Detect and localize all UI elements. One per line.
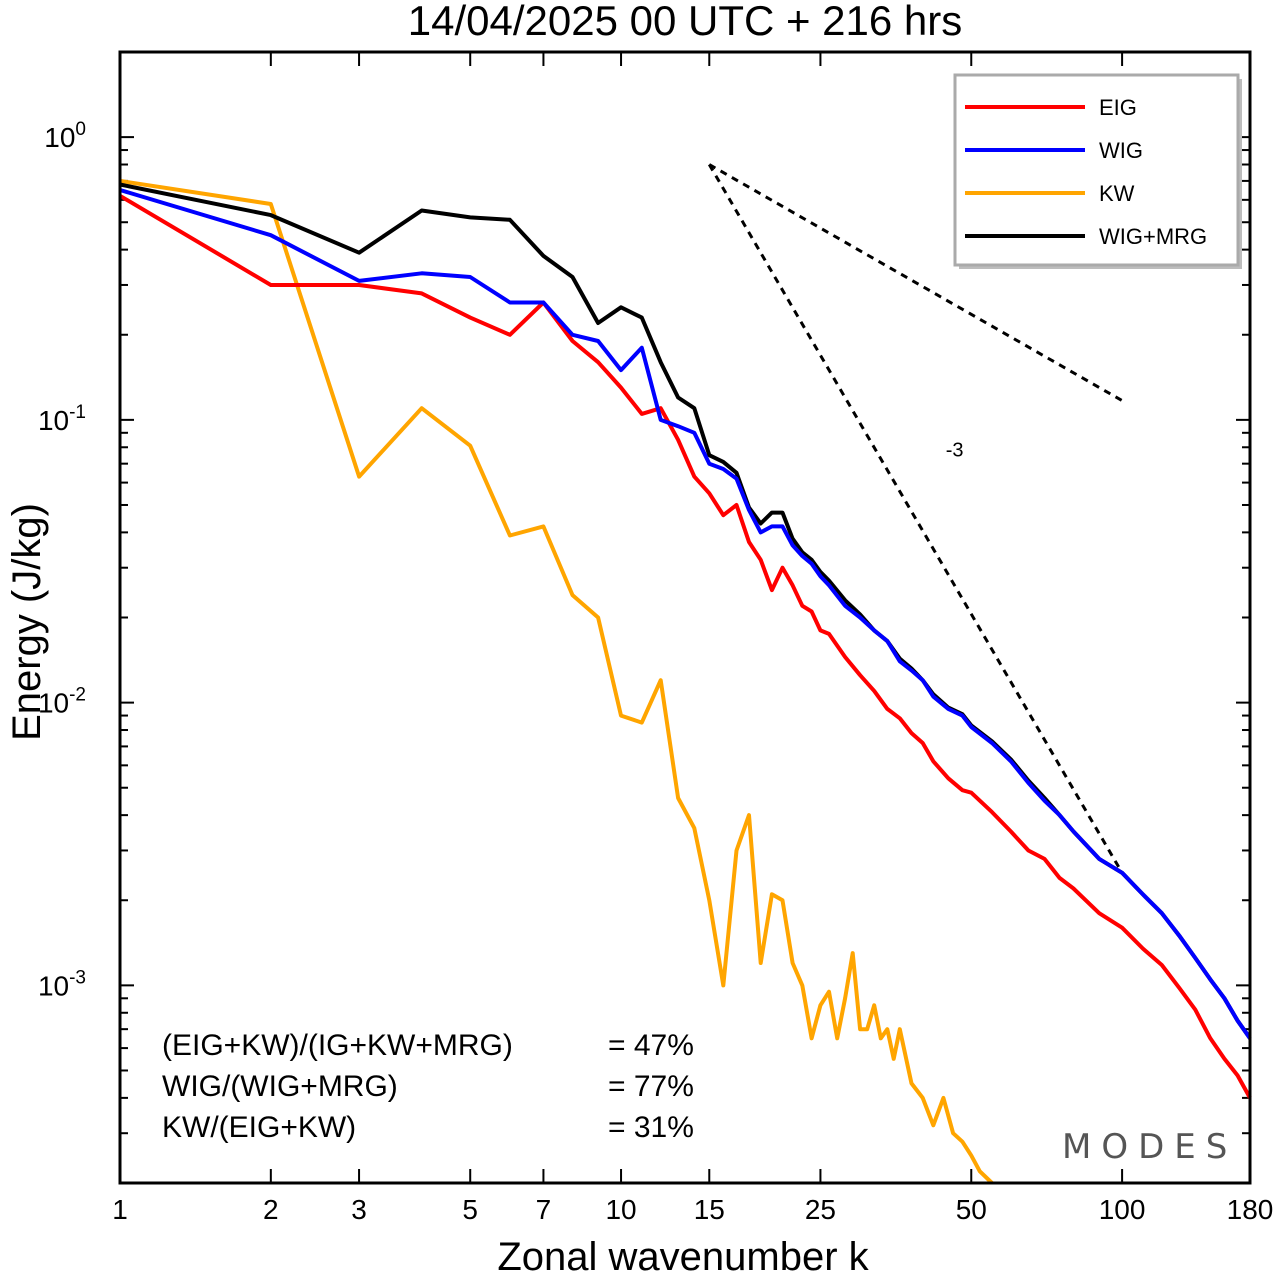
x-tick-label: 15 [694,1194,725,1225]
chart-title: 14/04/2025 00 UTC + 216 hrs [408,0,963,44]
reference-line [708,163,1123,402]
x-tick-label: 2 [263,1194,279,1225]
legend-label: WIG [1099,138,1143,163]
y-tick-label: 100 [44,119,86,153]
legend-label: WIG+MRG [1099,224,1207,249]
stat-label: (EIG+KW)/(IG+KW+MRG) [162,1029,513,1062]
stat-value: = 47% [608,1029,694,1062]
series-line-kw [119,178,994,1185]
stat-value: = 31% [608,1111,694,1144]
stat-value: = 77% [608,1070,694,1103]
data-series [118,178,1252,1185]
stat-label: KW/(EIG+KW) [162,1111,356,1144]
modes-watermark: MODES [1062,1127,1237,1167]
x-tick-label: 5 [462,1194,478,1225]
x-tick-label: 50 [956,1194,987,1225]
x-tick-label: 3 [351,1194,367,1225]
ratio-statistics: (EIG+KW)/(IG+KW+MRG) = 47% WIG/(WIG+MRG) = … [162,1029,694,1144]
x-tick-label: 1 [112,1194,128,1225]
legend-label: EIG [1099,95,1137,120]
series-line-wig [119,188,1252,1040]
reference-line-label: -3 [946,439,964,461]
y-axis-label: Energy (J/kg) [5,503,49,741]
plot-area-frame [118,50,1252,1185]
x-tick-label: 25 [805,1194,836,1225]
x-tick-label: 100 [1099,1194,1146,1225]
stat-label: WIG/(WIG+MRG) [162,1070,398,1103]
x-tick-label: 7 [536,1194,552,1225]
x-tick-label: 180 [1227,1194,1274,1225]
series-line-eig [118,194,1252,1099]
legend-label: KW [1099,181,1135,206]
reference-line [707,163,1124,874]
x-tick-label: 10 [605,1194,636,1225]
x-axis-label: Zonal wavenumber k [497,1235,869,1279]
legend: EIG WIG KW WIG+MRG [953,73,1242,269]
